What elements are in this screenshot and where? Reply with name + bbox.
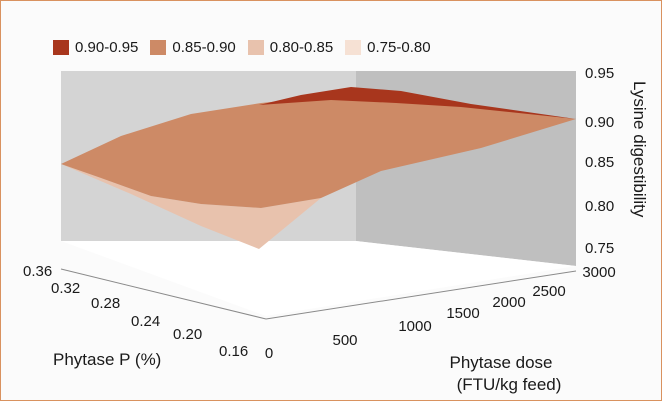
legend-swatch (345, 39, 362, 55)
y-tick-0.24: 0.24 (131, 313, 160, 330)
legend: 0.90-0.95 0.85-0.90 0.80-0.85 0.75-0.80 (53, 37, 431, 57)
surface-band-0.80-0.85 (61, 164, 321, 249)
floor-edge-front-right (265, 270, 577, 320)
z-tick-0.85: 0.85 (585, 154, 614, 171)
legend-label: 0.75-0.80 (367, 38, 431, 56)
x-tick-1500: 1500 (446, 305, 479, 322)
x-axis-title-line-1: Phytase dose (449, 353, 552, 372)
legend-label: 0.90-0.95 (75, 38, 139, 56)
floor-plane (61, 241, 576, 316)
legend-item-0.75-0.80: 0.75-0.80 (345, 38, 431, 56)
x-axis-title-line-2: (FTU/kg feed) (457, 375, 562, 394)
z-axis-title: Lysine digestibility (630, 81, 649, 218)
surface-band-0.90-0.95 (259, 87, 576, 119)
x-tick-500: 500 (332, 332, 357, 349)
y-tick-0.16: 0.16 (219, 343, 248, 360)
x-tick-2000: 2000 (492, 294, 525, 311)
legend-item-0.85-0.90: 0.85-0.90 (150, 38, 236, 56)
z-tick-0.95: 0.95 (585, 65, 614, 82)
legend-swatch (53, 39, 69, 55)
y-tick-0.28: 0.28 (91, 295, 120, 312)
y-tick-0.20: 0.20 (173, 326, 202, 343)
legend-item-0.90-0.95: 0.90-0.95 (53, 39, 138, 56)
z-tick-0.90: 0.90 (585, 114, 614, 131)
x-tick-0: 0 (265, 345, 273, 362)
legend-item-0.80-0.85: 0.80-0.85 (247, 38, 334, 56)
legend-swatch (247, 39, 264, 55)
legend-swatch (150, 39, 167, 55)
x-tick-1000: 1000 (398, 318, 431, 335)
y-axis-title: Phytase P (%) (53, 350, 161, 369)
x-tick-2500: 2500 (532, 283, 565, 300)
z-tick-0.80: 0.80 (585, 198, 614, 215)
y-tick-0.36: 0.36 (23, 263, 52, 280)
floor-edge-front-left (60, 268, 267, 320)
x-tick-3000: 3000 (582, 264, 615, 281)
legend-label: 0.85-0.90 (172, 38, 236, 56)
legend-label: 0.80-0.85 (269, 38, 334, 56)
z-tick-0.75: 0.75 (585, 240, 614, 257)
surface-band-0.85-0.90 (61, 96, 576, 208)
y-tick-0.32: 0.32 (51, 280, 80, 297)
